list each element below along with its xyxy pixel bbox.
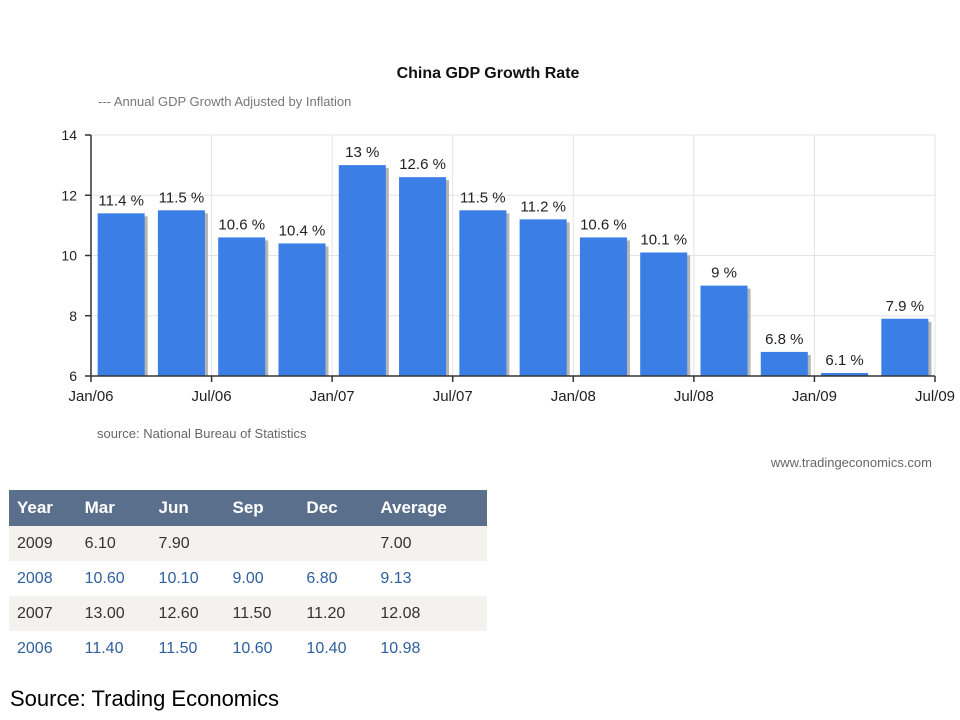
bar-value-label: 11.2 % (520, 198, 566, 215)
bar-value-label: 9 % (711, 265, 737, 282)
x-tick-label: Jul/07 (433, 388, 473, 405)
x-tick-label: Jan/06 (68, 388, 113, 405)
bar-value-label: 10.4 % (279, 222, 326, 239)
cell-year: 2008 (9, 561, 77, 596)
cell-jun: 12.60 (150, 596, 225, 631)
header-dec: Dec (298, 490, 373, 526)
y-tick-label: 6 (69, 368, 77, 384)
bar (760, 351, 808, 376)
bar-value-label: 10.1 % (640, 231, 687, 248)
bar-value-label: 11.5 % (159, 189, 205, 206)
cell-mar: 13.00 (76, 596, 151, 631)
axes: 6 8 10 12 14 Jan/06 Jul/06 Jan/07 Jul/07 Jan/08 Ju… (61, 127, 955, 405)
bar (700, 285, 748, 376)
y-tick-label: 12 (61, 187, 77, 203)
bar (881, 318, 929, 376)
cell-mar: 10.60 (76, 561, 151, 596)
header-average: Average (372, 490, 487, 526)
bar (459, 210, 507, 376)
x-tick-label: Jul/06 (192, 388, 232, 405)
bar-value-label: 7.9 % (886, 298, 924, 315)
bar-value-label: 6.8 % (765, 331, 803, 348)
cell-jun: 11.50 (150, 631, 225, 666)
table-row: 2008 10.60 10.10 9.00 6.80 9.13 (9, 561, 487, 596)
bar-value-label: 10.6 % (218, 216, 265, 233)
cell-dec: 10.40 (298, 631, 373, 666)
cell-year: 2006 (9, 631, 77, 666)
cell-average: 7.00 (372, 526, 487, 561)
website-credit: www.tradingeconomics.com (770, 455, 932, 470)
chart-legend: --- Annual GDP Growth Adjusted by Inflat… (98, 94, 351, 109)
grid-lines (91, 134, 936, 376)
gdp-bar-chart: China GDP Growth Rate --- Annual GDP Gro… (61, 65, 955, 470)
cell-average: 9.13 (372, 561, 487, 596)
bar (579, 237, 627, 376)
cell-sep: 11.50 (224, 596, 299, 631)
cell-dec: 6.80 (298, 561, 373, 596)
gdp-quarterly-table: Year Mar Jun Sep Dec Average 2009 6.10 7… (9, 490, 487, 666)
x-tick-label: Jan/09 (792, 388, 837, 405)
cell-mar: 6.10 (76, 526, 151, 561)
bar (519, 219, 567, 376)
bar (218, 237, 266, 376)
x-tick-label: Jan/08 (551, 388, 596, 405)
bar (97, 213, 145, 376)
chart-title: China GDP Growth Rate (397, 65, 580, 82)
source-note: source: National Bureau of Statistics (97, 426, 307, 441)
cell-year: 2009 (9, 526, 77, 561)
cell-average: 10.98 (372, 631, 487, 666)
cell-sep: 9.00 (224, 561, 299, 596)
bar (640, 252, 688, 376)
bar (278, 243, 326, 376)
x-tick-label: Jul/08 (674, 388, 714, 405)
cell-jun: 7.90 (150, 526, 225, 561)
cell-average: 12.08 (372, 596, 487, 631)
cell-year: 2007 (9, 596, 77, 631)
bars: 11.4 % 11.5 % 10.6 % 10.4 % 13 % 12.6 % 11.5 %… (97, 144, 932, 376)
table-row: 2006 11.40 11.50 10.60 10.40 10.98 (9, 631, 487, 666)
cell-sep (224, 526, 299, 561)
header-jun: Jun (150, 490, 225, 526)
header-sep: Sep (224, 490, 299, 526)
footer-source: Source: Trading Economics (10, 686, 280, 711)
cell-dec (298, 526, 373, 561)
bar-value-label: 6.1 % (825, 352, 863, 369)
bar (338, 165, 386, 376)
cell-sep: 10.60 (224, 631, 299, 666)
y-tick-label: 8 (69, 308, 77, 324)
header-mar: Mar (76, 490, 151, 526)
cell-jun: 10.10 (150, 561, 225, 596)
x-tick-label: Jul/09 (915, 388, 955, 405)
table-row: 2009 6.10 7.90 7.00 (9, 526, 487, 561)
y-tick-label: 14 (61, 127, 77, 143)
y-tick-label: 10 (61, 248, 77, 264)
bar-value-label: 11.4 % (98, 192, 144, 209)
bar (821, 372, 869, 376)
x-tick-label: Jan/07 (310, 388, 355, 405)
bar-value-label: 11.5 % (460, 189, 506, 206)
cell-mar: 11.40 (76, 631, 151, 666)
bar-value-label: 13 % (345, 144, 379, 161)
bar-value-label: 10.6 % (580, 216, 627, 233)
bar (157, 210, 205, 376)
table-header-row: Year Mar Jun Sep Dec Average (9, 490, 487, 526)
header-year: Year (9, 490, 77, 526)
bar (399, 177, 447, 376)
table-row: 2007 13.00 12.60 11.50 11.20 12.08 (9, 596, 487, 631)
cell-dec: 11.20 (298, 596, 373, 631)
bar-value-label: 12.6 % (399, 156, 446, 173)
